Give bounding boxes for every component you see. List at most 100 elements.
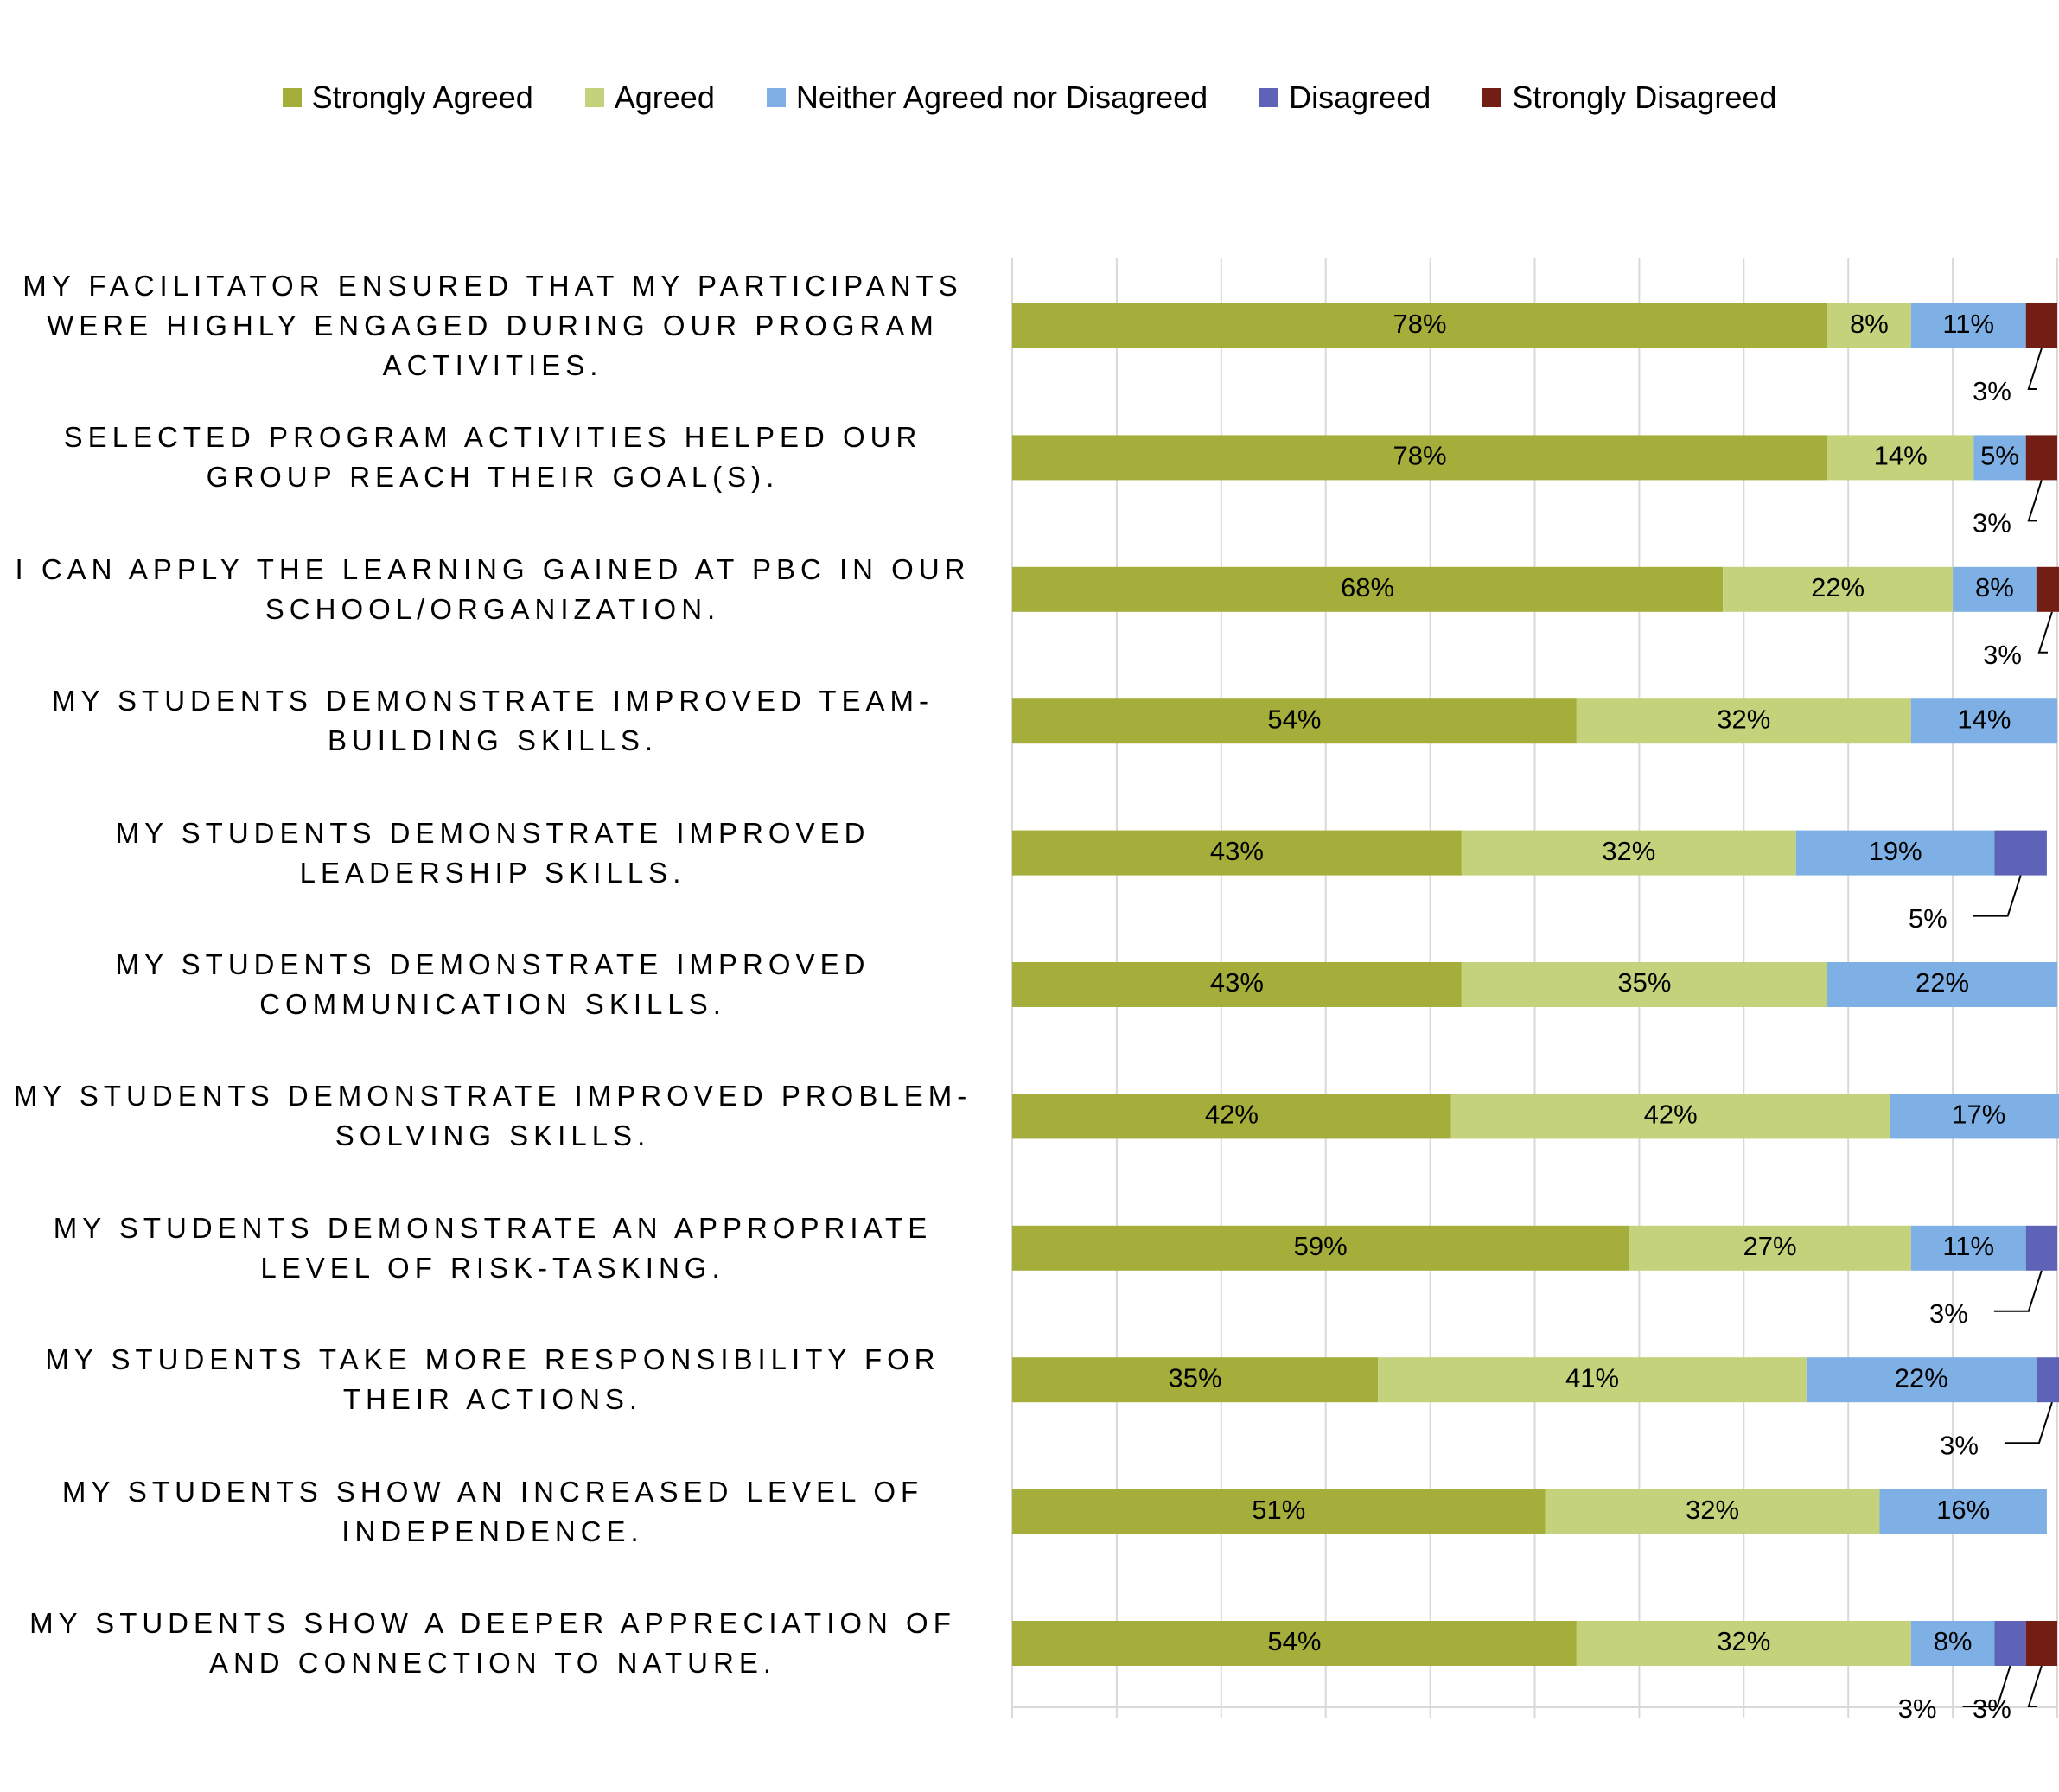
- data-label: 3%: [1973, 508, 2011, 539]
- category-label: MY STUDENTS SHOW AN INCREASED LEVEL OF I…: [61, 1475, 924, 1547]
- data-label: 35%: [1617, 967, 1671, 998]
- legend-item: Neither Agreed nor Disagreed: [766, 80, 1208, 116]
- data-label: 17%: [1952, 1100, 2005, 1130]
- legend-label: Disagreed: [1289, 80, 1431, 115]
- data-label: 8%: [1850, 309, 1889, 339]
- data-label: 3%: [1940, 1430, 1979, 1460]
- data-label: 54%: [1267, 704, 1321, 734]
- leader-line: [1993, 1270, 2043, 1312]
- bar-segment: [1629, 1225, 1911, 1271]
- bar-segment: [1012, 1489, 1546, 1534]
- data-label: 32%: [1602, 836, 1655, 866]
- data-label: 32%: [1717, 1626, 1770, 1656]
- legend-label: Strongly Agreed: [311, 80, 533, 115]
- legend-item: Disagreed: [1259, 80, 1431, 116]
- data-label: 14%: [1874, 441, 1928, 471]
- leader-line: [1962, 1665, 2011, 1707]
- bar-segment: [1879, 1489, 2047, 1534]
- bar-segment: [1910, 303, 2026, 348]
- category-label: MY STUDENTS DEMONSTRATE IMPROVED PROBLEM…: [13, 1080, 972, 1152]
- data-label: 43%: [1210, 967, 1264, 998]
- category-label: MY STUDENTS DEMONSTRATE AN APPROPRIATE L…: [53, 1211, 933, 1284]
- legend-swatch: [1482, 88, 1502, 107]
- bar-segment: [1973, 435, 2026, 481]
- bar-segment: [1806, 1357, 2037, 1403]
- bar-segment: [1378, 1357, 1807, 1403]
- category-label: MY STUDENTS TAKE MORE RESPONSIBILITY FOR…: [45, 1343, 940, 1416]
- bar-segment: [1994, 830, 2047, 876]
- bar-segment: [1795, 830, 1995, 876]
- bar-segment: [1012, 303, 1828, 348]
- legend: Strongly Agreed Agreed Neither Agreed nor …: [0, 80, 2059, 116]
- leader-line: [1973, 875, 2022, 917]
- leader-line: [2004, 1401, 2053, 1444]
- leader-line: [2027, 348, 2043, 390]
- data-label: 22%: [1811, 572, 1865, 603]
- category-label: MY STUDENTS SHOW A DEEPER APPRECIATION O…: [29, 1607, 956, 1679]
- legend-swatch: [282, 88, 302, 107]
- bar-segment: [1576, 698, 1911, 744]
- category-label: I CAN APPLY THE LEARNING GAINED AT PBC I…: [15, 552, 971, 625]
- category-label: SELECTED PROGRAM ACTIVITIES HELPED OUR G…: [63, 421, 922, 494]
- legend-swatch: [1259, 88, 1279, 107]
- data-label: 42%: [1205, 1100, 1259, 1130]
- data-label: 5%: [1980, 441, 2019, 471]
- legend-item: Strongly Disagreed: [1482, 80, 1776, 116]
- data-label: 3%: [1973, 1693, 2011, 1724]
- data-label: 51%: [1252, 1495, 1305, 1525]
- bar-segment: [2025, 1621, 2057, 1666]
- bar-segment: [1012, 1225, 1629, 1271]
- data-label: 8%: [1975, 572, 2014, 603]
- data-label: 22%: [1916, 967, 1969, 998]
- category-label: MY STUDENTS DEMONSTRATE IMPROVED COMMUNI…: [115, 948, 870, 1020]
- data-label: 14%: [1957, 704, 2011, 734]
- data-label: 59%: [1294, 1231, 1348, 1261]
- bar-segment: [2025, 435, 2057, 481]
- bar-segment: [1012, 1094, 1451, 1139]
- data-label: 19%: [1869, 836, 1922, 866]
- bar-segment: [1723, 566, 1954, 612]
- data-label: 5%: [1909, 903, 1947, 934]
- data-label: 78%: [1393, 441, 1446, 471]
- bar-segment: [1461, 962, 1828, 1007]
- bar-segment: [2025, 303, 2057, 348]
- bar-segment: [1910, 1225, 2026, 1271]
- leader-line: [2027, 480, 2043, 522]
- legend-label: Neither Agreed nor Disagreed: [795, 80, 1208, 115]
- bar-segment: [1827, 435, 1974, 481]
- bar-segment: [1827, 303, 1911, 348]
- data-label: 54%: [1267, 1626, 1321, 1656]
- bar-segment: [1012, 1357, 1379, 1403]
- bar-segment: [2025, 1225, 2057, 1271]
- category-label: MY STUDENTS DEMONSTRATE IMPROVED TEAM-BU…: [51, 685, 934, 757]
- bar-segment: [1890, 1094, 2059, 1139]
- data-label: 68%: [1341, 572, 1394, 603]
- data-label: 16%: [1936, 1495, 1990, 1525]
- data-label: 32%: [1686, 1495, 1739, 1525]
- bar-segment: [1012, 698, 1577, 744]
- legend-item: Strongly Agreed: [282, 80, 533, 116]
- leader-line: [2027, 1665, 2043, 1707]
- data-label: 35%: [1169, 1362, 1222, 1393]
- category-label: MY STUDENTS DEMONSTRATE IMPROVED LEADERS…: [115, 816, 870, 889]
- bar-segment: [1576, 1621, 1911, 1666]
- bar-segment: [1994, 1621, 2026, 1666]
- data-label: 3%: [1898, 1693, 1937, 1724]
- bar-segment: [1012, 566, 1724, 612]
- bar-segment: [1545, 1489, 1880, 1534]
- data-label: 78%: [1393, 309, 1446, 339]
- bar-segment: [1827, 962, 2057, 1007]
- bar-segment: [1012, 962, 1462, 1007]
- bar-segment: [1012, 1621, 1577, 1666]
- data-label: 32%: [1717, 704, 1770, 734]
- legend-label: Strongly Disagreed: [1512, 80, 1777, 115]
- data-label: 22%: [1895, 1362, 1948, 1393]
- legend-swatch: [766, 88, 786, 107]
- category-label: MY FACILITATOR ENSURED THAT MY PARTICIPA…: [22, 270, 963, 381]
- data-label: 42%: [1644, 1100, 1698, 1130]
- data-label: 3%: [1983, 640, 2022, 670]
- bar-segment: [2036, 566, 2059, 612]
- bar-segment: [2036, 1357, 2059, 1403]
- leader-line: [2037, 611, 2053, 654]
- data-label: 3%: [1929, 1298, 1968, 1329]
